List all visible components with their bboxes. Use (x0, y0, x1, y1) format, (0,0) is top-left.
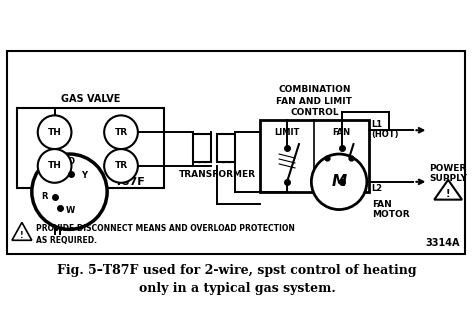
Text: FAN AND LIMIT: FAN AND LIMIT (276, 97, 352, 106)
Text: PROVIDE DISCONNECT MEANS AND OVERLOAD PROTECTION: PROVIDE DISCONNECT MEANS AND OVERLOAD PR… (36, 225, 295, 233)
Bar (217, 134, 235, 162)
Text: only in a typical gas system.: only in a typical gas system. (138, 282, 336, 295)
Bar (17, 108, 164, 188)
Text: O: O (68, 157, 75, 166)
Text: Y: Y (82, 171, 87, 180)
Polygon shape (434, 180, 462, 200)
Circle shape (311, 154, 367, 210)
Text: Fig. 5–T87F used for 2-wire, spst control of heating: Fig. 5–T87F used for 2-wire, spst contro… (57, 264, 417, 277)
Polygon shape (12, 222, 32, 240)
Circle shape (104, 149, 138, 183)
Text: 3314A: 3314A (426, 238, 460, 248)
Text: TH: TH (48, 162, 62, 170)
Circle shape (32, 154, 107, 229)
Text: L1
(HOT): L1 (HOT) (371, 120, 398, 139)
Text: LIMIT: LIMIT (274, 128, 300, 137)
Bar (7, 51, 465, 254)
Text: GAS VALVE: GAS VALVE (61, 94, 120, 105)
Text: AS REQUIRED.: AS REQUIRED. (36, 236, 97, 245)
Text: COMBINATION: COMBINATION (278, 85, 351, 94)
Text: TRANSFORMER: TRANSFORMER (179, 170, 255, 179)
Text: FAN
MOTOR: FAN MOTOR (372, 200, 410, 219)
Text: L2: L2 (371, 184, 382, 193)
Text: T87F: T87F (115, 177, 146, 187)
Text: !: ! (20, 231, 24, 240)
Text: W: W (65, 206, 75, 215)
Circle shape (38, 115, 72, 149)
Circle shape (38, 149, 72, 183)
Text: TR: TR (114, 162, 128, 170)
Text: TR: TR (114, 128, 128, 137)
Text: M: M (331, 174, 346, 189)
Bar (193, 134, 211, 162)
Text: !: ! (446, 189, 450, 199)
Circle shape (104, 115, 138, 149)
Text: FAN: FAN (333, 128, 351, 137)
Bar (260, 120, 369, 192)
Text: TH: TH (48, 128, 62, 137)
Text: CONTROL: CONTROL (290, 108, 338, 117)
Text: POWER
SUPPLY: POWER SUPPLY (429, 164, 467, 183)
Text: R: R (41, 192, 48, 201)
